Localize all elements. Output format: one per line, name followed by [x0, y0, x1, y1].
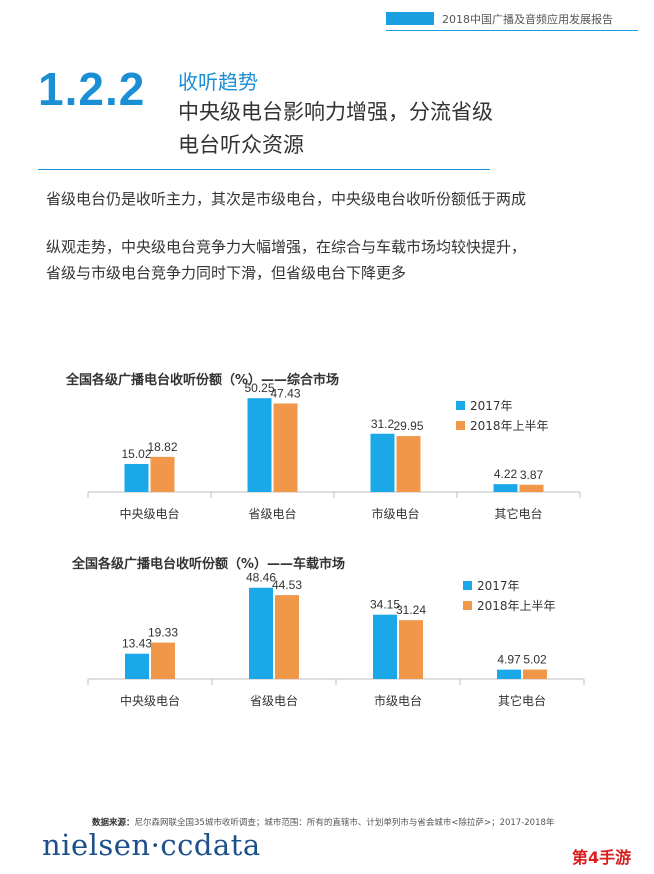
bar — [273, 403, 298, 492]
report-title: 2018中国广播及音频应用发展报告 — [442, 13, 613, 26]
site-watermark: 第4手游 — [572, 848, 632, 867]
section-title-line2: 电台听众资源 — [178, 133, 304, 157]
data-label: 4.22 — [494, 467, 518, 481]
data-label: 34.15 — [370, 598, 400, 612]
category-label: 省级电台 — [248, 506, 296, 521]
data-label: 13.43 — [122, 637, 152, 651]
category-label: 中央级电台 — [119, 506, 179, 521]
data-source-text: 尼尔森网联全国35城市收听调查；城市范围：所有的直辖市、计划单列市与省会城市<除… — [134, 818, 555, 828]
category-label: 市级电台 — [374, 693, 422, 708]
data-label: 5.02 — [523, 653, 547, 667]
data-label: 48.46 — [246, 571, 276, 585]
bar — [493, 484, 518, 492]
data-label: 4.97 — [497, 653, 521, 667]
bar — [151, 642, 175, 679]
paragraph-trend-line2: 省级与市级电台竞争力同时下滑，但省级电台下降更多 — [46, 264, 407, 282]
bar — [150, 456, 175, 492]
data-label: 15.02 — [121, 447, 151, 461]
section-title-line1: 中央级电台影响力增强，分流省级 — [178, 100, 493, 124]
bar — [396, 436, 421, 492]
category-label: 省级电台 — [250, 693, 298, 708]
data-label: 19.33 — [148, 626, 178, 640]
data-label: 29.95 — [393, 419, 423, 433]
data-label: 44.53 — [272, 578, 302, 592]
legend-swatch — [456, 401, 465, 410]
bar — [497, 669, 521, 679]
category-label: 市级电台 — [371, 506, 419, 521]
paragraph-trend: 纵观走势，中央级电台竞争力大幅增强，在综合与车载市场均较快提升， 省级与市级电台… — [46, 234, 526, 286]
bar — [247, 398, 272, 492]
category-label: 其它电台 — [494, 506, 542, 521]
bar — [249, 587, 273, 679]
chart-title-overall: 全国各级广播电台收听份额（%）——综合市场 — [66, 373, 340, 388]
category-label: 中央级电台 — [120, 693, 180, 708]
category-label: 其它电台 — [498, 693, 546, 708]
legend-swatch — [463, 601, 472, 610]
data-label: 18.82 — [147, 440, 177, 454]
header-rule — [386, 30, 638, 31]
bar — [124, 463, 149, 492]
header-accent-bar — [386, 12, 434, 25]
legend-swatch — [463, 581, 472, 590]
chart-title-car: 全国各级广播电台收听份额（%）——车载市场 — [72, 557, 346, 572]
section-topic: 收听趋势 — [178, 70, 258, 94]
bar — [399, 620, 423, 679]
bar — [373, 614, 397, 679]
section-title: 中央级电台影响力增强，分流省级 电台听众资源 — [178, 96, 538, 162]
bar — [125, 653, 149, 679]
bar — [275, 595, 299, 679]
legend-label: 2017年 — [477, 579, 520, 593]
data-source-note: 数据来源：尼尔森网联全国35城市收听调查；城市范围：所有的直辖市、计划单列市与省… — [92, 816, 554, 828]
bar — [519, 484, 544, 492]
legend-label: 2018年上半年 — [470, 419, 549, 433]
paragraph-summary: 省级电台仍是收听主力，其次是市级电台，中央级电台收听份额低于两成 — [46, 190, 527, 208]
legend-swatch — [456, 421, 465, 430]
data-label: 3.87 — [520, 468, 544, 482]
data-label: 50.25 — [244, 381, 274, 395]
legend-label: 2017年 — [470, 399, 513, 413]
data-source-label: 数据来源： — [92, 818, 135, 828]
data-label: 31.2 — [371, 417, 395, 431]
paragraph-trend-line1: 纵观走势，中央级电台竞争力大幅增强，在综合与车载市场均较快提升， — [46, 238, 527, 256]
section-number: 1.2.2 — [38, 63, 146, 115]
legend-label: 2018年上半年 — [477, 599, 556, 613]
bar — [370, 433, 395, 492]
bar — [523, 669, 547, 679]
nielsen-ccdata-logo: nielsen·ccdata — [42, 828, 261, 862]
data-label: 47.43 — [270, 386, 300, 400]
data-label: 31.24 — [396, 603, 426, 617]
section-rule — [38, 169, 490, 170]
